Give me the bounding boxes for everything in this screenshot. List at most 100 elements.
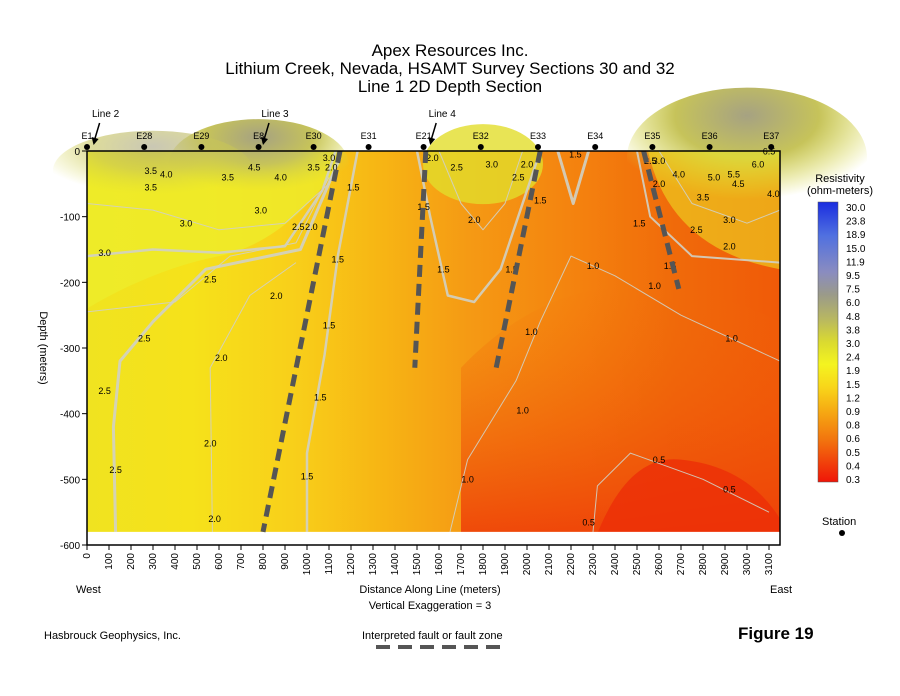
colorbar-tick-label: 7.5 xyxy=(846,285,860,296)
x-tick-label: 1200 xyxy=(346,553,357,576)
x-tick-label: 2700 xyxy=(676,553,687,576)
colorbar-tick-label: 0.3 xyxy=(846,475,860,486)
x-tick-label: 400 xyxy=(170,553,181,570)
contour-label: 1.5 xyxy=(437,264,450,274)
contour-label: 1.5 xyxy=(633,219,646,229)
colorbar-tick-label: 4.8 xyxy=(846,312,860,323)
crossing-line-label: Line 3 xyxy=(261,109,289,120)
station-marker xyxy=(649,144,656,150)
colorbar-tick-label: 1.5 xyxy=(846,380,860,391)
station-label: E28 xyxy=(136,131,152,141)
contour-label: 2.0 xyxy=(305,222,318,232)
station-label: E35 xyxy=(644,131,660,141)
x-tick-label: 2600 xyxy=(654,553,665,576)
station-marker xyxy=(84,144,90,150)
x-tick-label: 2100 xyxy=(544,553,555,576)
contour-label: 1.5 xyxy=(417,202,430,212)
station-marker xyxy=(768,144,775,150)
contour-label: 1.5 xyxy=(332,255,345,265)
x-tick-label: 2200 xyxy=(566,553,577,576)
crossing-line-label: Line 4 xyxy=(429,109,457,120)
contour-label: 2.0 xyxy=(208,514,221,524)
contour-label: 1.5 xyxy=(505,264,518,274)
vertical-exaggeration-label: Vertical Exaggeration = 3 xyxy=(368,600,492,612)
x-axis-label: Distance Along Line (meters) xyxy=(359,584,501,596)
colorbar-tick-label: 23.8 xyxy=(846,217,866,228)
contour-label: 1.0 xyxy=(725,333,738,343)
station-label: E32 xyxy=(473,131,489,141)
x-tick-label: 100 xyxy=(104,553,115,570)
station-marker xyxy=(255,144,262,150)
contour-label: 3.5 xyxy=(307,163,320,173)
contour-label: 3.5 xyxy=(222,173,235,183)
contour-line-3 xyxy=(111,157,342,532)
contour-label: 5.5 xyxy=(728,169,741,179)
chart-title-line2: Lithium Creek, Nevada, HSAMT Survey Sect… xyxy=(225,59,675,78)
x-tick-label: 900 xyxy=(280,553,291,570)
x-tick-label: 2400 xyxy=(610,553,621,576)
contour-label: 4.0 xyxy=(274,173,287,183)
fault-line-3 xyxy=(641,150,682,290)
x-tick-label: 1600 xyxy=(434,553,445,576)
y-tick-label: 0 xyxy=(74,147,80,158)
contour-label: 0.5 xyxy=(582,517,595,527)
colorbar-tick-label: 3.8 xyxy=(846,325,860,336)
contour-label: 1.5 xyxy=(314,393,327,403)
station-marker xyxy=(535,144,541,150)
contour-label: 3.5 xyxy=(697,192,710,202)
colorbar-tick-label: 0.6 xyxy=(846,434,860,445)
contour-label: 3.0 xyxy=(255,205,268,215)
x-tick-label: 2500 xyxy=(632,553,643,576)
colorbar-tick-label: 9.5 xyxy=(846,271,860,282)
contour-label: 2.5 xyxy=(109,465,122,475)
colorbar-title-line2: (ohm-meters) xyxy=(806,185,873,197)
contour-line-6 xyxy=(415,150,542,304)
contour-label: 1.5 xyxy=(569,150,582,160)
x-tick-label: 2900 xyxy=(720,553,731,576)
colorbar-tick-label: 18.9 xyxy=(846,230,866,241)
company-label: Hasbrouck Geophysics, Inc. xyxy=(44,630,181,642)
station-label: E33 xyxy=(530,131,546,141)
x-tick-label: 300 xyxy=(148,553,159,570)
contour-label: 4.5 xyxy=(732,179,745,189)
x-tick-label: 1100 xyxy=(324,553,335,575)
x-tick-label: 3100 xyxy=(764,553,775,576)
contour-line-2 xyxy=(86,177,330,313)
contour-label: 2.0 xyxy=(270,291,283,301)
station-label: E8 xyxy=(253,131,264,141)
x-tick-label: 2300 xyxy=(588,553,599,576)
colorbar-tick-label: 0.5 xyxy=(846,448,860,459)
no-data-band xyxy=(87,531,780,545)
y-axis-label: Depth (meters) xyxy=(37,311,49,384)
x-tick-label: 1300 xyxy=(368,553,379,576)
west-label: West xyxy=(76,584,101,596)
contour-label: 3.0 xyxy=(180,219,193,229)
station-marker xyxy=(310,144,317,150)
colorbar-tick-label: 3.0 xyxy=(846,339,860,350)
station-label: E36 xyxy=(702,131,718,141)
x-tick-label: 0 xyxy=(82,553,93,559)
colorbar-tick-label: 2.4 xyxy=(846,353,860,364)
station-marker xyxy=(477,144,484,150)
contour-label: 3.0 xyxy=(653,156,666,166)
contour-label: 2.5 xyxy=(292,222,305,232)
very-low-resistivity-zone xyxy=(593,459,780,545)
contour-label: 3.0 xyxy=(98,248,111,258)
station-marker xyxy=(198,144,205,150)
contour-label: 2.0 xyxy=(653,179,666,189)
contour-label: 3.0 xyxy=(723,215,736,225)
station-marker xyxy=(592,144,599,150)
x-tick-label: 1000 xyxy=(302,553,313,576)
contour-line-12 xyxy=(658,150,781,224)
contour-label: 0.5 xyxy=(723,484,736,494)
contour-label: 2.5 xyxy=(512,173,525,183)
y-tick-label: -300 xyxy=(60,344,80,355)
contour-line-5 xyxy=(305,150,359,532)
contour-label: 2.5 xyxy=(450,163,463,173)
contour-label: 2.0 xyxy=(468,215,481,225)
figure-label: Figure 19 xyxy=(738,624,814,643)
contour-label: 1.5 xyxy=(347,182,360,192)
x-tick-label: 1500 xyxy=(412,553,423,576)
chart-title-line1: Apex Resources Inc. xyxy=(371,41,529,60)
